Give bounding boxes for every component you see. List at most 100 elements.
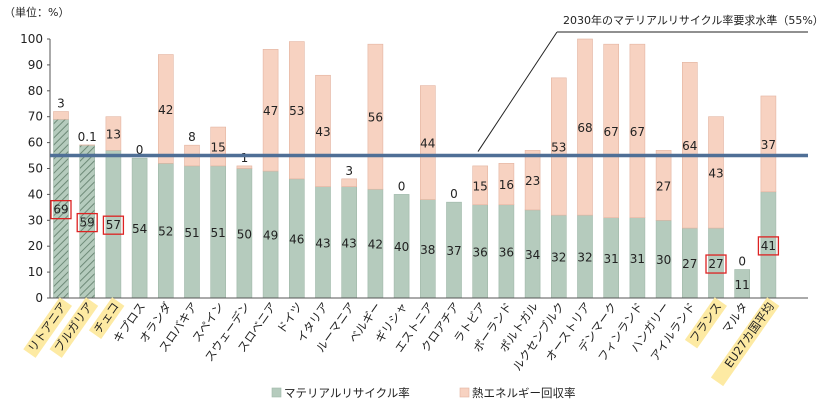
category-highlight (684, 297, 727, 349)
value-label-material: 30 (656, 253, 671, 267)
value-label-material: 42 (368, 238, 383, 252)
target-label: 2030年のマテリアルリサイクル率要求水準（55%） (563, 13, 824, 27)
value-label-heat: 0 (450, 187, 458, 201)
value-label-heat: 15 (211, 140, 226, 154)
y-tick-label: 0 (35, 291, 43, 305)
value-label-heat: 0 (738, 255, 746, 269)
y-tick-label: 90 (28, 58, 43, 72)
value-label-material: 49 (263, 229, 278, 243)
callout-line (477, 31, 558, 152)
value-label-material: 46 (289, 232, 304, 246)
bar-heat-22 (629, 43, 646, 219)
value-label-heat: 0 (398, 179, 406, 193)
value-label-material: 32 (551, 251, 566, 265)
value-label-heat: 8 (188, 130, 196, 144)
value-label-material: 38 (420, 243, 435, 257)
y-tick-label: 70 (28, 110, 43, 124)
value-label-material: 57 (106, 218, 121, 232)
value-label-material: 69 (53, 203, 68, 217)
value-label-heat: 23 (525, 174, 540, 188)
value-label-material: 11 (735, 278, 750, 292)
value-label-material: 52 (158, 225, 173, 239)
y-tick-label: 20 (28, 239, 43, 253)
bar-heat-11 (341, 178, 358, 187)
value-label-material: 31 (630, 252, 645, 266)
bar-heat-17 (498, 163, 515, 206)
bar-heat-21 (603, 43, 620, 219)
y-tick-label: 100 (20, 32, 43, 46)
value-label-material: 43 (342, 236, 357, 250)
value-label-heat: 53 (551, 140, 566, 154)
value-label-heat: 27 (656, 179, 671, 193)
value-label-material: 36 (499, 245, 514, 259)
value-label-heat: 0 (136, 143, 144, 157)
value-label-heat: 44 (420, 137, 435, 151)
target-line-group: 2030年のマテリアルリサイクル率要求水準（55%） (50, 13, 824, 158)
value-label-heat: 3 (345, 164, 353, 178)
bar-heat-27 (760, 95, 777, 193)
x-axis: リトアニアブルガリアチェコキプロスオランダスロバキアスペインスウェーデンスロベニ… (23, 297, 808, 387)
value-box (50, 199, 72, 220)
value-label-material: 37 (446, 244, 461, 258)
value-box (757, 236, 780, 256)
value-label-material: 51 (184, 226, 199, 240)
bar-heat-0 (53, 111, 69, 120)
y-tick-label: 80 (28, 84, 43, 98)
legend: マテリアルリサイクル率 熱エネルギー回収率 (271, 386, 576, 400)
value-label-heat: 1 (241, 151, 249, 165)
y-tick-label: 40 (28, 187, 43, 201)
value-label-heat: 13 (106, 128, 121, 142)
value-label-heat: 42 (158, 103, 173, 117)
y-tick-label: 30 (28, 213, 43, 227)
bar-heat-18 (524, 150, 541, 211)
bar-heat-19 (550, 77, 567, 216)
value-label-material: 34 (525, 248, 540, 262)
value-label-heat: 47 (263, 104, 278, 118)
bar-heat-7 (236, 165, 253, 169)
value-label-heat: 64 (682, 139, 697, 153)
value-label-heat: 3 (57, 97, 65, 111)
value-label-heat: 15 (473, 179, 488, 193)
value-label-material: 54 (132, 222, 147, 236)
value-label-material: 41 (761, 239, 776, 253)
value-label-material: 59 (80, 216, 95, 230)
value-label-material: 31 (604, 252, 619, 266)
bar-heat-25 (708, 116, 724, 229)
bar-heat-9 (288, 41, 305, 180)
bar-heat-16 (472, 165, 489, 206)
value-labels: 69 3 59 0.1 57 13 54 0 52 42 51 8 51 15 50 1 49 47 46 53 43 4… (50, 97, 780, 292)
value-label-heat: 67 (604, 125, 619, 139)
value-label-heat: 37 (761, 138, 776, 152)
value-label-material: 50 (237, 227, 252, 241)
bar-heat-8 (262, 49, 279, 172)
unit-label: （単位：%） (4, 5, 69, 19)
category-highlight (710, 297, 780, 387)
value-label-material: 32 (577, 251, 592, 265)
category-highlight (88, 297, 125, 340)
value-label-heat: 68 (577, 121, 592, 135)
bar-heat-10 (315, 74, 331, 187)
value-label-heat: 56 (368, 111, 383, 125)
legend-label: マテリアルリサイクル率 (284, 386, 410, 400)
bar-heat-23 (655, 150, 672, 221)
legend-swatch (459, 387, 470, 398)
value-label-material: 27 (708, 257, 723, 271)
value-label-heat: 16 (499, 178, 514, 192)
value-box (102, 215, 125, 235)
value-label-material: 51 (211, 226, 226, 240)
value-label-heat: 67 (630, 125, 645, 139)
category-highlight (23, 297, 72, 358)
bar-heat-14 (419, 85, 436, 200)
bar-heat-20 (577, 38, 593, 216)
bar-heat-24 (681, 62, 698, 229)
value-box (705, 254, 727, 274)
bar-heat-4 (158, 54, 174, 164)
legend-label: 熱エネルギー回収率 (472, 386, 576, 400)
bar-heat-2 (105, 116, 122, 151)
legend-swatch (271, 387, 282, 398)
value-label-material: 36 (473, 245, 488, 259)
y-tick-label: 60 (28, 136, 43, 150)
value-label-heat: 43 (708, 166, 723, 180)
y-axis: 0 10 20 30 40 50 60 70 80 90 100 (20, 32, 51, 305)
